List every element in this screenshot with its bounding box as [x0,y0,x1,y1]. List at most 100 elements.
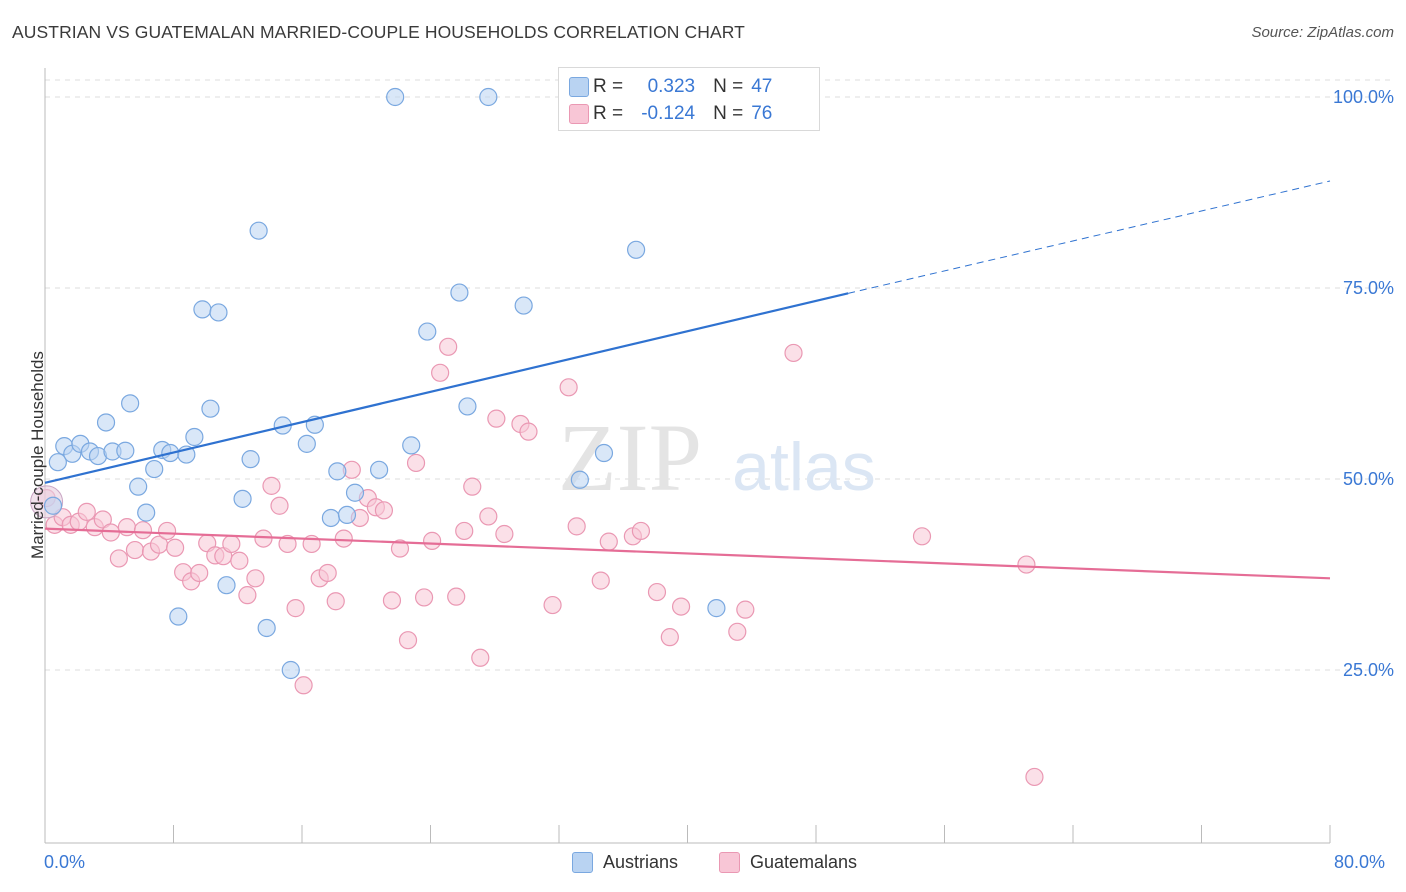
guatemalans-trend-line [44,527,1331,580]
bottom-legend-guatemalans: Guatemalans [719,852,857,873]
guatemalans-point [567,517,586,536]
guatemalans-point [495,524,514,544]
austrians-point [116,441,135,460]
legend-row-austrians: R = 0.323 N = 47 [569,74,773,100]
r-label: R = [593,103,624,124]
austrians-point [402,436,421,455]
guatemalans-point [519,422,538,441]
n-value-austrians: 47 [751,76,773,97]
guatemalans-point [784,343,803,363]
guatemalans-point [463,477,482,496]
austrians-point [570,470,589,489]
guatemalans-point [591,571,610,590]
guatemalans-point [286,599,305,618]
guatemalans-point [294,676,313,695]
watermark-atlas: atlas [732,429,876,505]
y-tick-75: 75.0% [1342,278,1394,298]
guatemalans-point [631,521,651,541]
austrians-point [257,618,276,638]
bottom-swatch-austrians [572,852,593,873]
y-tick-50: 50.0% [1342,469,1394,489]
trend-lines [44,180,1331,580]
guatemalans-point [125,540,145,560]
austrians-point [233,489,252,508]
austrians-trend-extension [848,180,1331,294]
bottom-label-guatemalans: Guatemalans [750,852,858,872]
austrians-point [297,434,316,453]
axes [44,68,1331,844]
guatemalans-points [30,337,1044,787]
guatemalans-point [423,531,442,550]
austrians-point [48,453,67,472]
r-value-austrians: 0.323 [647,76,696,97]
bottom-label-austrians: Austrians [603,852,679,872]
guatemalans-point [270,496,289,515]
bottom-swatch-guatemalans [719,852,740,873]
guatemalans-point [671,597,691,616]
chart-title: AUSTRIAN VS GUATEMALAN MARRIED-COUPLE HO… [12,22,745,42]
austrians-point [594,443,614,463]
x-tick-max: 80.0% [1334,852,1386,872]
austrians-point [626,240,646,259]
guatemalans-point [398,631,418,650]
guatemalans-point [133,521,153,540]
guatemalans-point [93,510,112,529]
guatemalans-point [254,529,273,548]
r-label: R = [593,76,624,97]
source-label: Source: ZipAtlas.com [1251,24,1394,41]
guatemalans-point [326,592,345,611]
guatemalans-point [390,539,410,558]
guatemalans-point [559,378,578,397]
austrians-point [201,399,220,418]
guatemalans-point [262,476,281,495]
austrians-point [479,87,498,107]
guatemalans-point [647,582,667,602]
guatemalans-point [660,628,679,647]
guatemalans-point [238,586,257,605]
austrians-point [121,394,140,413]
guatemalans-point [222,534,241,554]
austrians-point [281,660,300,680]
austrians-point [707,599,726,618]
guatemalans-point [912,527,932,546]
guatemalans-point [471,648,490,667]
guatemalans-point [318,563,337,583]
austrians-point [193,300,212,319]
guatemalans-point [382,591,402,610]
austrians-point [96,413,116,432]
legend-row-guatemalans: R = -0.124 N = 76 [569,101,773,127]
austrians-point [458,397,477,416]
austrians-point [386,87,405,107]
austrians-trend-line [44,292,849,484]
guatemalans-point [455,521,474,541]
austrians-point [328,462,347,481]
austrians-point [345,483,365,502]
guatemalans-point [439,337,458,356]
guatemalans-point [406,453,426,473]
austrians-point [209,303,228,322]
guatemalans-point [543,595,562,615]
austrians-point [337,505,357,525]
y-axis-label: Married-couple Households [28,351,47,559]
austrians-point [321,508,341,528]
n-label: N = [713,103,744,124]
guatemalans-point [109,549,128,568]
n-label: N = [713,76,744,97]
guatemalans-point [431,363,450,382]
watermark: ZIP atlas [558,404,876,511]
guatemalans-point [736,600,755,619]
y-tick-100: 100.0% [1332,87,1394,107]
austrians-point [129,477,148,496]
n-value-guatemalans: 76 [751,103,773,124]
guatemalans-point [246,569,265,588]
guatemalans-point [479,507,498,526]
austrians-points [43,87,726,680]
stats-legend: R = 0.323 N = 47 R = -0.124 N = 76 [558,67,820,131]
austrians-point [249,221,268,240]
watermark-zip: ZIP [558,404,702,511]
guatemalans-point [157,521,177,541]
guatemalans-point [77,502,96,521]
austrians-point [241,450,260,469]
guatemalans-point [334,529,353,548]
